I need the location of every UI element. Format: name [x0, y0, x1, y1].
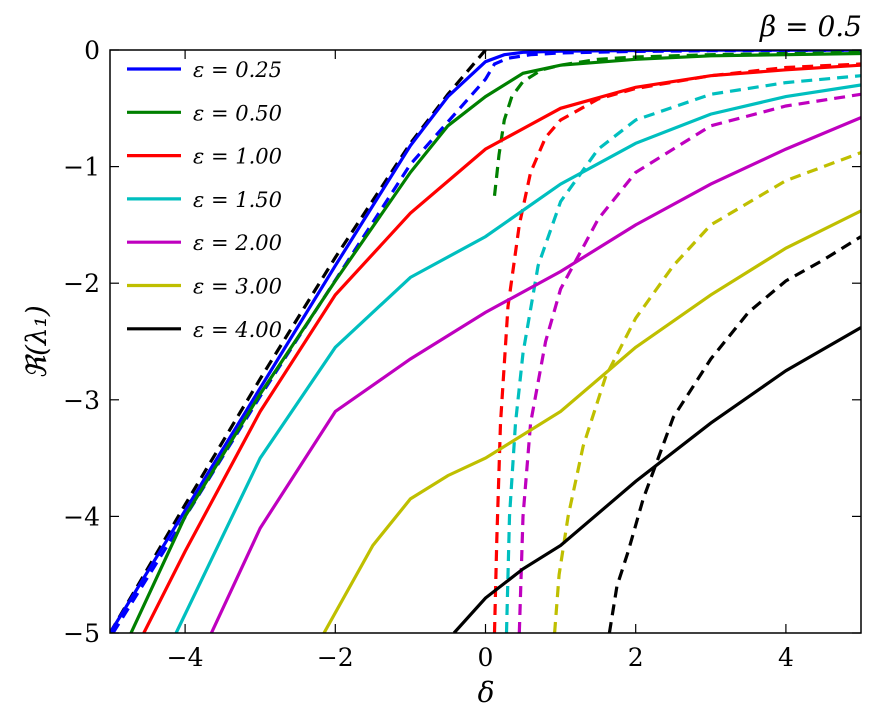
series-1-solid-line [129, 51, 861, 633]
series-5-dashed-line [553, 151, 861, 633]
x-tick-labels: −4 −2 0 2 4 [167, 643, 794, 672]
legend-label: ε = 1.00 [193, 145, 282, 169]
legend-label: ε = 2.00 [193, 231, 282, 255]
legend-label: ε = 4.00 [193, 318, 282, 342]
y-axis-title: ℜ(λ₁) [20, 305, 53, 379]
x-tick-label: 0 [478, 643, 494, 672]
y-tick-label: −2 [63, 269, 100, 298]
chart-title: β = 0.5 [759, 10, 862, 43]
series-4-dashed-line [517, 92, 861, 633]
legend: ε = 0.25 ε = 0.50 ε = 1.00 ε = 1.50 ε = 2.00… [127, 58, 282, 342]
y-tick-label: −1 [63, 153, 100, 182]
series-6-dashed-line [607, 235, 861, 633]
x-tick-label: −2 [317, 643, 354, 672]
plot-curves [110, 50, 861, 633]
legend-label: ε = 0.50 [193, 101, 282, 125]
reference-line-dashed-0 [110, 50, 487, 633]
plot-frame [109, 49, 862, 634]
x-tick-label: −4 [167, 643, 204, 672]
series-3-dashed-line [504, 74, 861, 633]
series-0-dashed-line [111, 50, 861, 633]
legend-label: ε = 3.00 [193, 275, 282, 299]
series-3-solid-line [174, 83, 861, 633]
y-tick-label: −3 [63, 386, 100, 415]
series-1-dashed-line [492, 50, 861, 196]
legend-label: ε = 1.50 [193, 188, 282, 212]
series-6-solid-line [452, 326, 861, 633]
x-tick-label: 2 [628, 643, 644, 672]
series-4-solid-line [209, 116, 861, 633]
x-axis-title: δ [478, 676, 495, 709]
y-tick-label: −4 [63, 502, 100, 531]
y-tick-labels: 0 −1 −2 −3 −4 −5 [63, 36, 100, 648]
series-5-solid-line [322, 209, 861, 633]
x-tick-label: 4 [778, 643, 794, 672]
series-2-dashed-line [492, 62, 861, 633]
y-tick-label: −5 [63, 619, 100, 648]
y-tick-label: 0 [84, 36, 100, 65]
legend-label: ε = 0.25 [193, 58, 282, 82]
